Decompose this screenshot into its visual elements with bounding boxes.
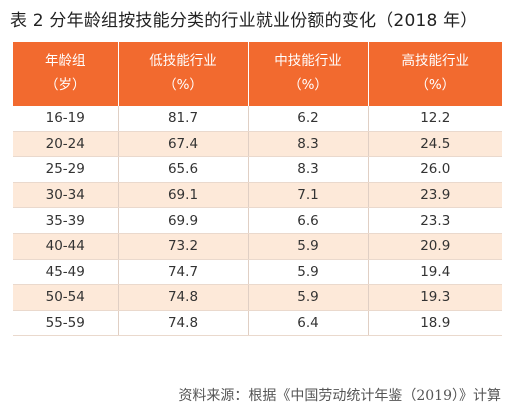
table-row: 40-44 73.2 5.9 20.9	[13, 233, 502, 260]
cell-low-skill: 67.4	[118, 131, 249, 158]
employment-share-table: 年龄组 低技能行业 中技能行业 高技能行业 （岁） （%） （%） （%） 16…	[13, 42, 502, 337]
cell-high-skill: 24.5	[368, 131, 502, 158]
cell-age-group: 20-24	[13, 131, 119, 158]
cell-mid-skill: 8.3	[248, 131, 369, 158]
cell-high-skill: 23.9	[368, 182, 502, 209]
cell-low-skill: 69.9	[118, 207, 249, 234]
cell-mid-skill: 6.6	[248, 207, 369, 234]
cell-low-skill: 73.2	[118, 233, 249, 260]
cell-high-skill: 23.3	[368, 207, 502, 234]
cell-high-skill: 20.9	[368, 233, 502, 260]
cell-mid-skill: 6.4	[248, 310, 369, 337]
table-row: 50-54 74.8 5.9 19.3	[13, 284, 502, 311]
header-unit-low: （%）	[118, 74, 249, 106]
header-unit-high: （%）	[368, 74, 502, 106]
table-row: 25-29 65.6 8.3 26.0	[13, 156, 502, 183]
table-row: 30-34 69.1 7.1 23.9	[13, 182, 502, 209]
table-row: 55-59 74.8 6.4 18.9	[13, 310, 502, 337]
cell-mid-skill: 6.2	[248, 106, 369, 132]
cell-age-group: 16-19	[13, 106, 119, 132]
table-header: 年龄组 低技能行业 中技能行业 高技能行业 （岁） （%） （%） （%）	[13, 42, 502, 106]
table-row: 35-39 69.9 6.6 23.3	[13, 207, 502, 234]
table-row: 45-49 74.7 5.9 19.4	[13, 259, 502, 286]
cell-high-skill: 19.3	[368, 284, 502, 311]
cell-age-group: 25-29	[13, 156, 119, 183]
data-source-note: 资料来源：根据《中国劳动统计年鉴（2019）》计算	[178, 388, 501, 404]
cell-age-group: 30-34	[13, 182, 119, 209]
cell-low-skill: 74.8	[118, 310, 249, 337]
cell-low-skill: 81.7	[118, 106, 249, 132]
header-age-group: 年龄组	[13, 42, 119, 74]
cell-low-skill: 69.1	[118, 182, 249, 209]
cell-mid-skill: 5.9	[248, 259, 369, 286]
cell-low-skill: 74.7	[118, 259, 249, 286]
table-row: 20-24 67.4 8.3 24.5	[13, 131, 502, 158]
cell-mid-skill: 5.9	[248, 284, 369, 311]
header-row-labels: 年龄组 低技能行业 中技能行业 高技能行业	[13, 42, 502, 74]
table-row: 16-19 81.7 6.2 12.2	[13, 106, 502, 132]
cell-low-skill: 65.6	[118, 156, 249, 183]
cell-low-skill: 74.8	[118, 284, 249, 311]
cell-age-group: 50-54	[13, 284, 119, 311]
cell-mid-skill: 5.9	[248, 233, 369, 260]
header-mid-skill: 中技能行业	[248, 42, 369, 74]
cell-age-group: 35-39	[13, 207, 119, 234]
header-unit-age: （岁）	[13, 74, 119, 106]
table-body: 16-19 81.7 6.2 12.2 20-24 67.4 8.3 24.5 …	[13, 106, 502, 337]
cell-age-group: 40-44	[13, 233, 119, 260]
cell-high-skill: 18.9	[368, 310, 502, 337]
cell-mid-skill: 8.3	[248, 156, 369, 183]
cell-age-group: 55-59	[13, 310, 119, 337]
table-container: 年龄组 低技能行业 中技能行业 高技能行业 （岁） （%） （%） （%） 16…	[13, 42, 502, 337]
cell-mid-skill: 7.1	[248, 182, 369, 209]
cell-age-group: 45-49	[13, 259, 119, 286]
header-unit-mid: （%）	[248, 74, 369, 106]
cell-high-skill: 26.0	[368, 156, 502, 183]
header-low-skill: 低技能行业	[118, 42, 249, 74]
header-row-units: （岁） （%） （%） （%）	[13, 74, 502, 106]
header-high-skill: 高技能行业	[368, 42, 502, 74]
cell-high-skill: 12.2	[368, 106, 502, 132]
cell-high-skill: 19.4	[368, 259, 502, 286]
table-title: 表 2 分年龄组按技能分类的行业就业份额的变化（2018 年）	[10, 11, 478, 31]
